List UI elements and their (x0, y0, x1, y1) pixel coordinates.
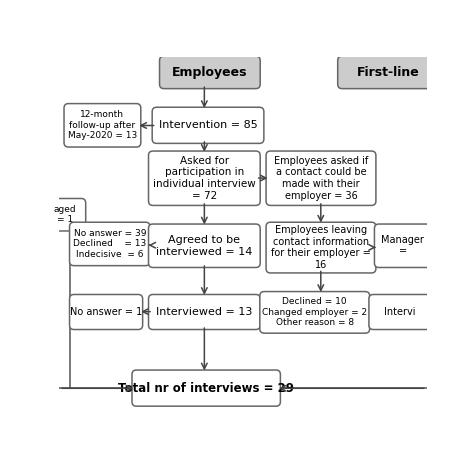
Text: Total nr of interviews = 29: Total nr of interviews = 29 (118, 382, 294, 394)
Text: Interviewed = 13: Interviewed = 13 (156, 307, 253, 317)
Text: Manager
=: Manager = (381, 235, 424, 256)
FancyBboxPatch shape (374, 224, 431, 267)
FancyBboxPatch shape (64, 104, 141, 147)
FancyBboxPatch shape (132, 370, 281, 406)
Text: aged
= 1: aged = 1 (54, 205, 76, 224)
FancyBboxPatch shape (266, 222, 376, 273)
FancyBboxPatch shape (152, 107, 264, 143)
FancyBboxPatch shape (369, 294, 431, 329)
Text: Agreed to be
interviewed = 14: Agreed to be interviewed = 14 (156, 235, 253, 256)
Text: No answer = 39
Declined    = 13
Indecisive  = 6: No answer = 39 Declined = 13 Indecisive … (73, 229, 146, 259)
Text: Intervention = 85: Intervention = 85 (159, 120, 257, 130)
Text: 12-month
follow-up after
May-2020 = 13: 12-month follow-up after May-2020 = 13 (68, 110, 137, 140)
Text: Employees leaving
contact information
for their employer =
16: Employees leaving contact information fo… (271, 225, 371, 270)
FancyBboxPatch shape (266, 151, 376, 205)
FancyBboxPatch shape (260, 292, 370, 333)
FancyBboxPatch shape (148, 224, 260, 267)
Text: Employees: Employees (172, 66, 247, 79)
FancyBboxPatch shape (148, 294, 260, 329)
Text: No answer = 1: No answer = 1 (70, 307, 142, 317)
FancyBboxPatch shape (148, 151, 260, 205)
Text: Asked for
participation in
individual interview
= 72: Asked for participation in individual in… (153, 156, 256, 201)
FancyBboxPatch shape (70, 294, 143, 329)
FancyBboxPatch shape (337, 56, 438, 89)
Text: Employees asked if
a contact could be
made with their
employer = 36: Employees asked if a contact could be ma… (274, 156, 368, 201)
Text: First-line: First-line (356, 66, 419, 79)
Text: Intervi: Intervi (384, 307, 416, 317)
FancyBboxPatch shape (160, 56, 260, 89)
FancyBboxPatch shape (70, 222, 150, 265)
FancyBboxPatch shape (44, 199, 86, 231)
Text: Declined = 10
Changed employer = 2
Other reason = 8: Declined = 10 Changed employer = 2 Other… (262, 298, 367, 327)
